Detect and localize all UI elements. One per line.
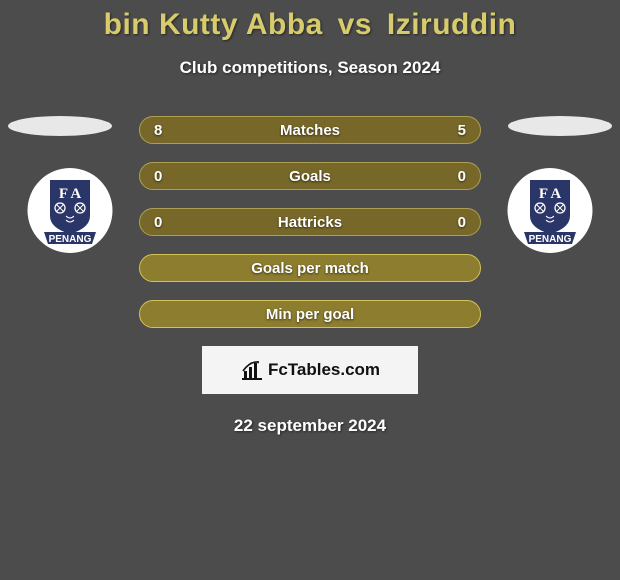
player-right-name: Iziruddin: [387, 8, 516, 41]
stat-row-min-per-goal: Min per goal: [139, 300, 481, 328]
brand-banner[interactable]: FcTables.com: [202, 346, 418, 394]
stat-label: Goals per match: [154, 260, 466, 277]
subtitle: Club competitions, Season 2024: [0, 58, 620, 78]
svg-text:PENANG: PENANG: [529, 234, 572, 245]
stat-row-goals: 0Goals0: [139, 162, 481, 190]
stat-rows: 8Matches50Goals00Hattricks0Goals per mat…: [139, 116, 481, 328]
stat-value-right: 0: [446, 168, 466, 185]
page-title: bin Kutty Abba vs Iziruddin: [0, 0, 620, 42]
stat-row-goals-per-match: Goals per match: [139, 254, 481, 282]
bar-chart-icon: [240, 359, 264, 381]
stat-label: Matches: [174, 122, 446, 139]
stat-value-right: 0: [446, 214, 466, 231]
player-right-photo-placeholder: [508, 116, 612, 136]
svg-text:PENANG: PENANG: [49, 234, 92, 245]
stat-value-left: 0: [154, 214, 174, 231]
stat-row-hattricks: 0Hattricks0: [139, 208, 481, 236]
stat-value-left: 0: [154, 168, 174, 185]
player-left-name: bin Kutty Abba: [104, 8, 323, 41]
stat-value-right: 5: [446, 122, 466, 139]
date-label: 22 september 2024: [0, 416, 620, 436]
player-left-photo-placeholder: [8, 116, 112, 136]
stat-label: Goals: [174, 168, 446, 185]
stat-row-matches: 8Matches5: [139, 116, 481, 144]
stat-label: Hattricks: [174, 214, 446, 231]
brand-text: FcTables.com: [268, 360, 380, 380]
svg-text:F A: F A: [539, 186, 562, 202]
vs-label: vs: [338, 8, 372, 41]
svg-text:F A: F A: [59, 186, 82, 202]
stat-label: Min per goal: [154, 306, 466, 323]
club-badge-right: F A PENANG: [500, 168, 600, 253]
stat-value-left: 8: [154, 122, 174, 139]
club-badge-left: F A PENANG: [20, 168, 120, 253]
comparison-panel: F A PENANG F A PENANG 8Matches50Goals00H…: [0, 116, 620, 436]
